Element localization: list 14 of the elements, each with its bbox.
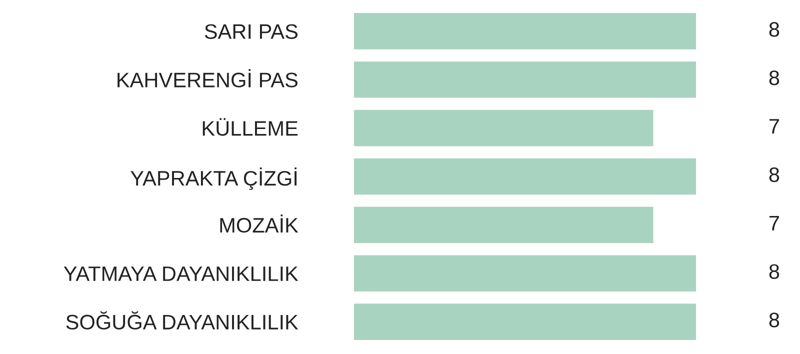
y-tick-label: YAPRAKTA ÇİZGİ xyxy=(130,167,297,190)
y-tick-label: SARI PAS xyxy=(204,24,298,39)
y-tick-label: MOZAİK xyxy=(220,214,298,233)
data-label: 7 xyxy=(769,216,779,230)
y-tick-label: KÜLLEME xyxy=(202,118,298,136)
y-tick-label: KAHVERENGİ PAS xyxy=(118,69,298,88)
data-label: 7 xyxy=(769,119,779,134)
data-label: 8 xyxy=(769,22,780,37)
y-tick-label: SOĞUĞA DAYANIKLILIK xyxy=(66,311,298,330)
data-label: 8 xyxy=(769,264,780,279)
data-label: 8 xyxy=(769,70,780,86)
data-label: 8 xyxy=(769,312,780,328)
data-label: 8 xyxy=(769,167,780,182)
y-tick-label: YATMAYA DAYANIKLILIK xyxy=(64,266,298,281)
